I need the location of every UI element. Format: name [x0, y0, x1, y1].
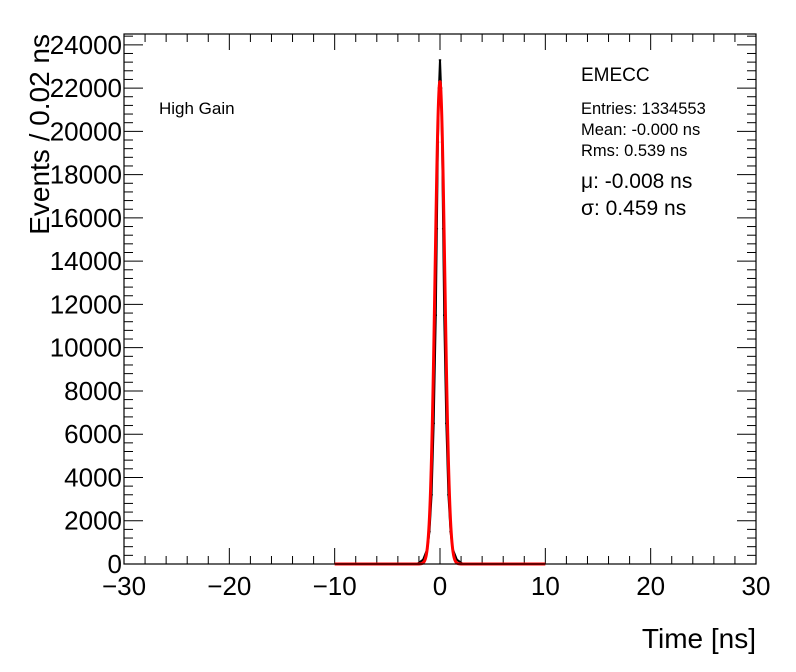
- stats-mean: Mean: -0.000 ns: [581, 121, 700, 139]
- x-tick-label: −30: [102, 571, 146, 601]
- y-tick-label: 0: [108, 549, 122, 579]
- x-tick-label: −10: [313, 571, 357, 601]
- gain-label: High Gain: [159, 99, 235, 118]
- x-tick-label: 0: [433, 571, 447, 601]
- y-tick-label: 16000: [50, 203, 122, 233]
- y-tick-label: 4000: [64, 462, 122, 492]
- y-tick-labels: 0 2000 4000 6000 8000 10000 12000 14000 16000 180…: [50, 30, 122, 579]
- x-axis-title: Time [ns]: [642, 623, 756, 654]
- y-tick-label: 14000: [50, 246, 122, 276]
- y-axis-title: Events / 0.02 ns: [24, 34, 55, 235]
- stats-rms: Rms: 0.539 ns: [581, 142, 687, 160]
- y-tick-label: 22000: [50, 73, 122, 103]
- x-tick-label: 20: [636, 571, 665, 601]
- fit-mu: μ: -0.008 ns: [581, 170, 692, 193]
- y-tick-label: 2000: [64, 506, 122, 536]
- y-tick-label: 10000: [50, 333, 122, 363]
- stats-entries: Entries: 1334553: [581, 100, 706, 118]
- y-tick-label: 6000: [64, 419, 122, 449]
- x-tick-label: −20: [207, 571, 251, 601]
- x-tick-label: 30: [742, 571, 771, 601]
- x-tick-label: 10: [531, 571, 560, 601]
- y-tick-label: 8000: [64, 376, 122, 406]
- y-tick-label: 20000: [50, 116, 122, 146]
- y-tick-label: 24000: [50, 30, 122, 60]
- detector-label: EMECC: [581, 65, 650, 86]
- axis-ticks: [123, 34, 757, 565]
- fit-sigma: σ: 0.459 ns: [581, 197, 686, 220]
- y-tick-label: 18000: [50, 160, 122, 190]
- plot-frame: [123, 33, 757, 565]
- y-tick-label: 12000: [50, 289, 122, 319]
- x-tick-labels: −30 −20 −10 0 10 20 30: [102, 571, 771, 601]
